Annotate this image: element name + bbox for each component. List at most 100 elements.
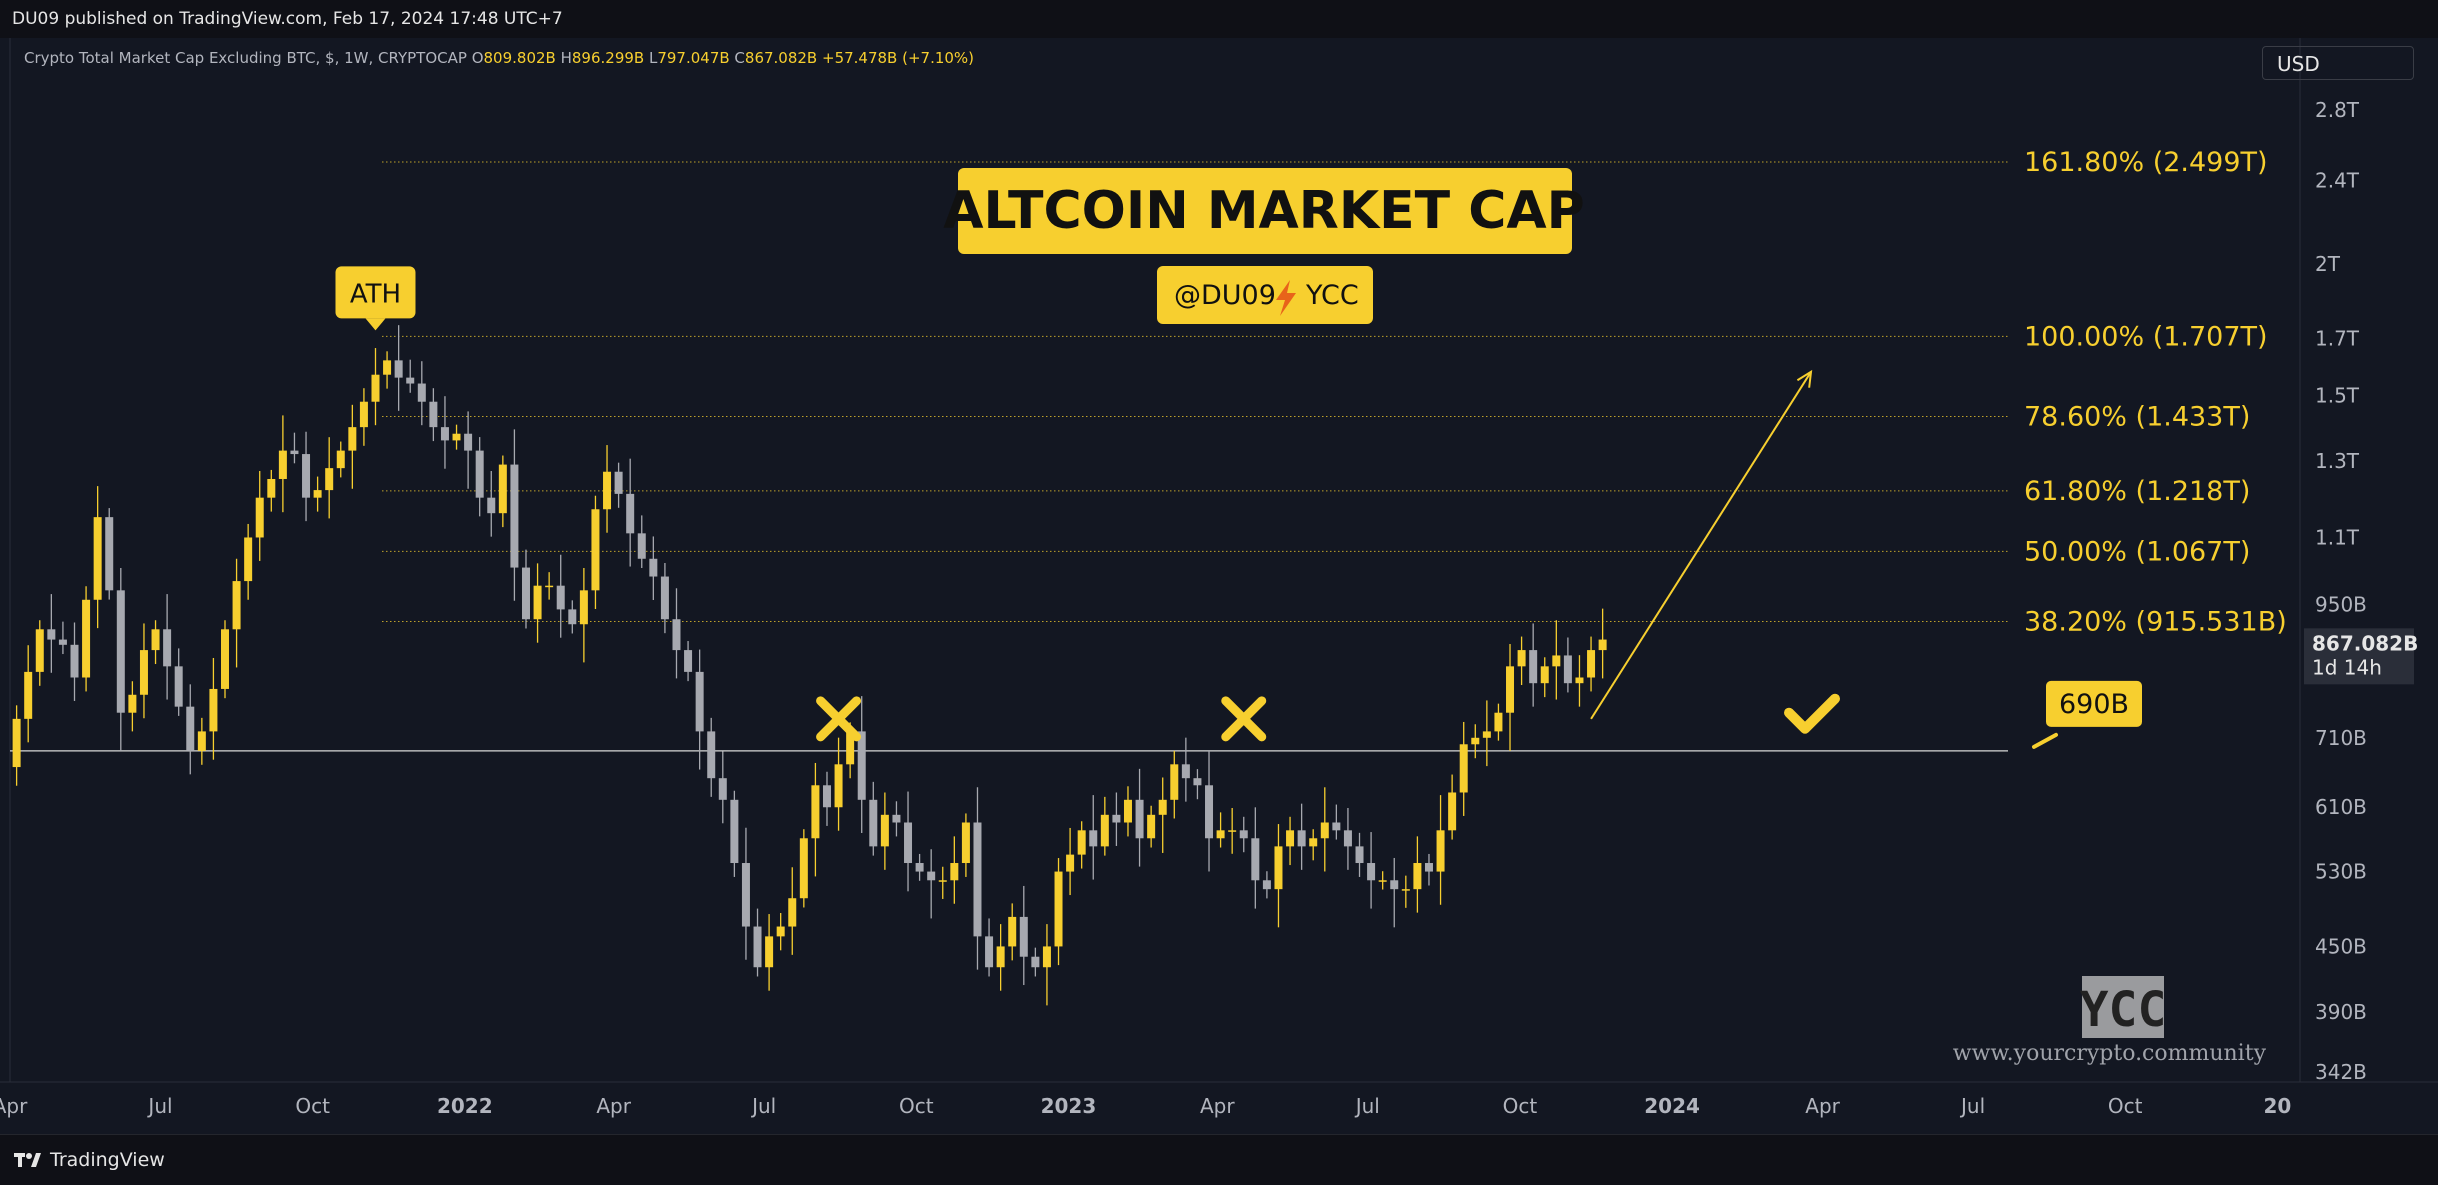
candle-body <box>1552 655 1561 667</box>
candle-body <box>1575 677 1584 684</box>
candle-body <box>950 863 959 881</box>
candle-body <box>359 401 368 428</box>
candle-body <box>869 799 878 847</box>
candle-body <box>753 926 762 968</box>
candle-body <box>1193 778 1202 786</box>
candle-body <box>1274 846 1283 890</box>
candle-body <box>325 468 334 491</box>
candle-body <box>1147 814 1156 839</box>
x-tick-label: Apr <box>1805 1094 1840 1118</box>
candle-body <box>915 863 924 872</box>
currency-button[interactable]: USD <box>2262 46 2414 80</box>
candle-body <box>1494 712 1503 732</box>
candle-body <box>1482 731 1491 738</box>
x-tick-label: 2023 <box>1041 1094 1097 1118</box>
candle-body <box>302 454 311 498</box>
watermark-logo: YCC <box>2080 982 2167 1038</box>
candle-body <box>24 671 33 719</box>
rejection-x-icon <box>816 696 862 742</box>
rejection-x-icon <box>1221 696 1267 742</box>
y-tick-label: 390B <box>2315 1000 2367 1024</box>
ohlc-legend: Crypto Total Market Cap Excluding BTC, $… <box>24 49 974 67</box>
candle-body <box>1251 838 1260 881</box>
candle-body <box>846 731 855 765</box>
support-callout-box <box>2046 680 2142 727</box>
title-box <box>958 168 1572 254</box>
fib-level-label: 161.80% (2.499T) <box>2024 147 2268 178</box>
footer-bar: TradingView <box>0 1134 2438 1185</box>
candle-body <box>406 377 415 384</box>
y-tick-label: 342B <box>2315 1060 2367 1084</box>
x-tick-label: 2024 <box>1644 1094 1700 1118</box>
y-tick-label: 1.5T <box>2315 384 2360 408</box>
candle-body <box>1181 764 1190 779</box>
candle-body <box>1297 830 1306 847</box>
candle-body <box>487 497 496 514</box>
candle-body <box>1228 830 1237 832</box>
candle-body <box>47 629 56 640</box>
projection-arrow-line <box>1590 371 1812 720</box>
candle-body <box>440 427 449 441</box>
candle-body <box>290 450 299 455</box>
candle-body <box>498 464 507 514</box>
candle-body <box>1112 814 1121 823</box>
publish-info: DU09 published on TradingView.com, Feb 1… <box>12 9 563 29</box>
x-tick-label: Apr <box>1200 1094 1235 1118</box>
candle-body <box>660 576 669 620</box>
candle-body <box>116 590 125 713</box>
candle-body <box>741 863 750 927</box>
candle-body <box>1471 737 1480 745</box>
check-icon <box>1784 693 1841 734</box>
y-tick-label: 710B <box>2315 726 2367 750</box>
candlestick-chart[interactable]: Crypto Total Market Cap Excluding BTC, $… <box>0 38 2438 1134</box>
candle-body <box>684 650 693 672</box>
candle-body <box>1506 666 1515 713</box>
x-tick-label: Jul <box>146 1094 172 1118</box>
candle-body <box>1540 666 1549 684</box>
candle-body <box>394 360 403 378</box>
candle-body <box>1378 880 1387 882</box>
candle-body <box>799 838 808 899</box>
candle-body <box>417 383 426 402</box>
candle-body <box>1320 822 1329 839</box>
candle-body <box>857 731 866 800</box>
candle-body <box>591 509 600 591</box>
ath-callout-box <box>335 266 416 319</box>
candle-body <box>12 718 21 768</box>
price-axis-panel <box>2300 38 2438 1082</box>
candle-body <box>985 936 994 968</box>
y-tick-label: 2.8T <box>2315 98 2360 122</box>
candle-body <box>603 471 612 510</box>
candle-body <box>1401 889 1410 891</box>
candle-body <box>139 650 148 695</box>
candle-body <box>1563 655 1572 684</box>
candle-body <box>1355 846 1364 864</box>
candle-body <box>163 629 172 667</box>
candle-body <box>1448 792 1457 831</box>
candle-body <box>568 609 577 625</box>
candle-body <box>1123 799 1132 823</box>
candle-body <box>672 619 681 651</box>
candle-body <box>961 822 970 864</box>
candle-body <box>927 871 936 881</box>
candle-body <box>1216 830 1225 839</box>
candle-body <box>1517 650 1526 667</box>
candle-body <box>429 401 438 428</box>
fib-level-label: 38.20% (915.531B) <box>2024 606 2287 637</box>
candle-body <box>533 585 542 620</box>
candle-body <box>383 360 392 375</box>
candle-body <box>1019 916 1028 957</box>
chart-title: ALTCOIN MARKET CAP <box>943 181 1585 241</box>
candle-body <box>452 433 461 441</box>
candle-body <box>1262 880 1271 890</box>
tradingview-brand[interactable]: TradingView <box>14 1149 165 1171</box>
candle-body <box>521 567 530 620</box>
x-tick-label: 20 <box>2263 1094 2291 1118</box>
candle-body <box>1390 880 1399 890</box>
x-tick-label: Oct <box>295 1094 330 1118</box>
candle-body <box>1066 854 1075 872</box>
projection-arrow-head-icon <box>1796 369 1813 388</box>
x-tick-label: Oct <box>2108 1094 2143 1118</box>
candle-body <box>707 731 716 779</box>
candle-body <box>58 639 67 645</box>
